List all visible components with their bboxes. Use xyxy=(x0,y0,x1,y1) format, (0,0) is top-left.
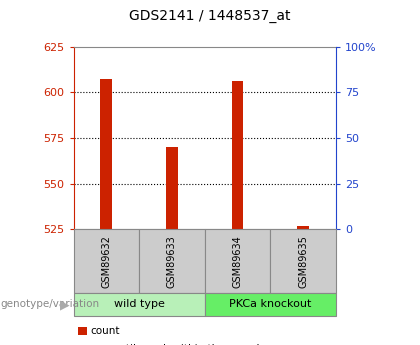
Text: genotype/variation: genotype/variation xyxy=(0,299,99,309)
Text: GSM89634: GSM89634 xyxy=(233,235,243,288)
Bar xyxy=(232,81,244,229)
Bar xyxy=(297,226,309,229)
Text: ▶: ▶ xyxy=(60,298,69,311)
Text: count: count xyxy=(90,326,120,336)
Text: percentile rank within the sample: percentile rank within the sample xyxy=(90,344,266,345)
Bar xyxy=(166,147,178,229)
Text: PKCa knockout: PKCa knockout xyxy=(229,299,312,309)
Text: GSM89633: GSM89633 xyxy=(167,235,177,288)
Text: wild type: wild type xyxy=(114,299,165,309)
Text: GSM89635: GSM89635 xyxy=(298,235,308,288)
Text: GDS2141 / 1448537_at: GDS2141 / 1448537_at xyxy=(129,9,291,23)
Bar xyxy=(100,79,112,229)
Text: GSM89632: GSM89632 xyxy=(101,235,111,288)
